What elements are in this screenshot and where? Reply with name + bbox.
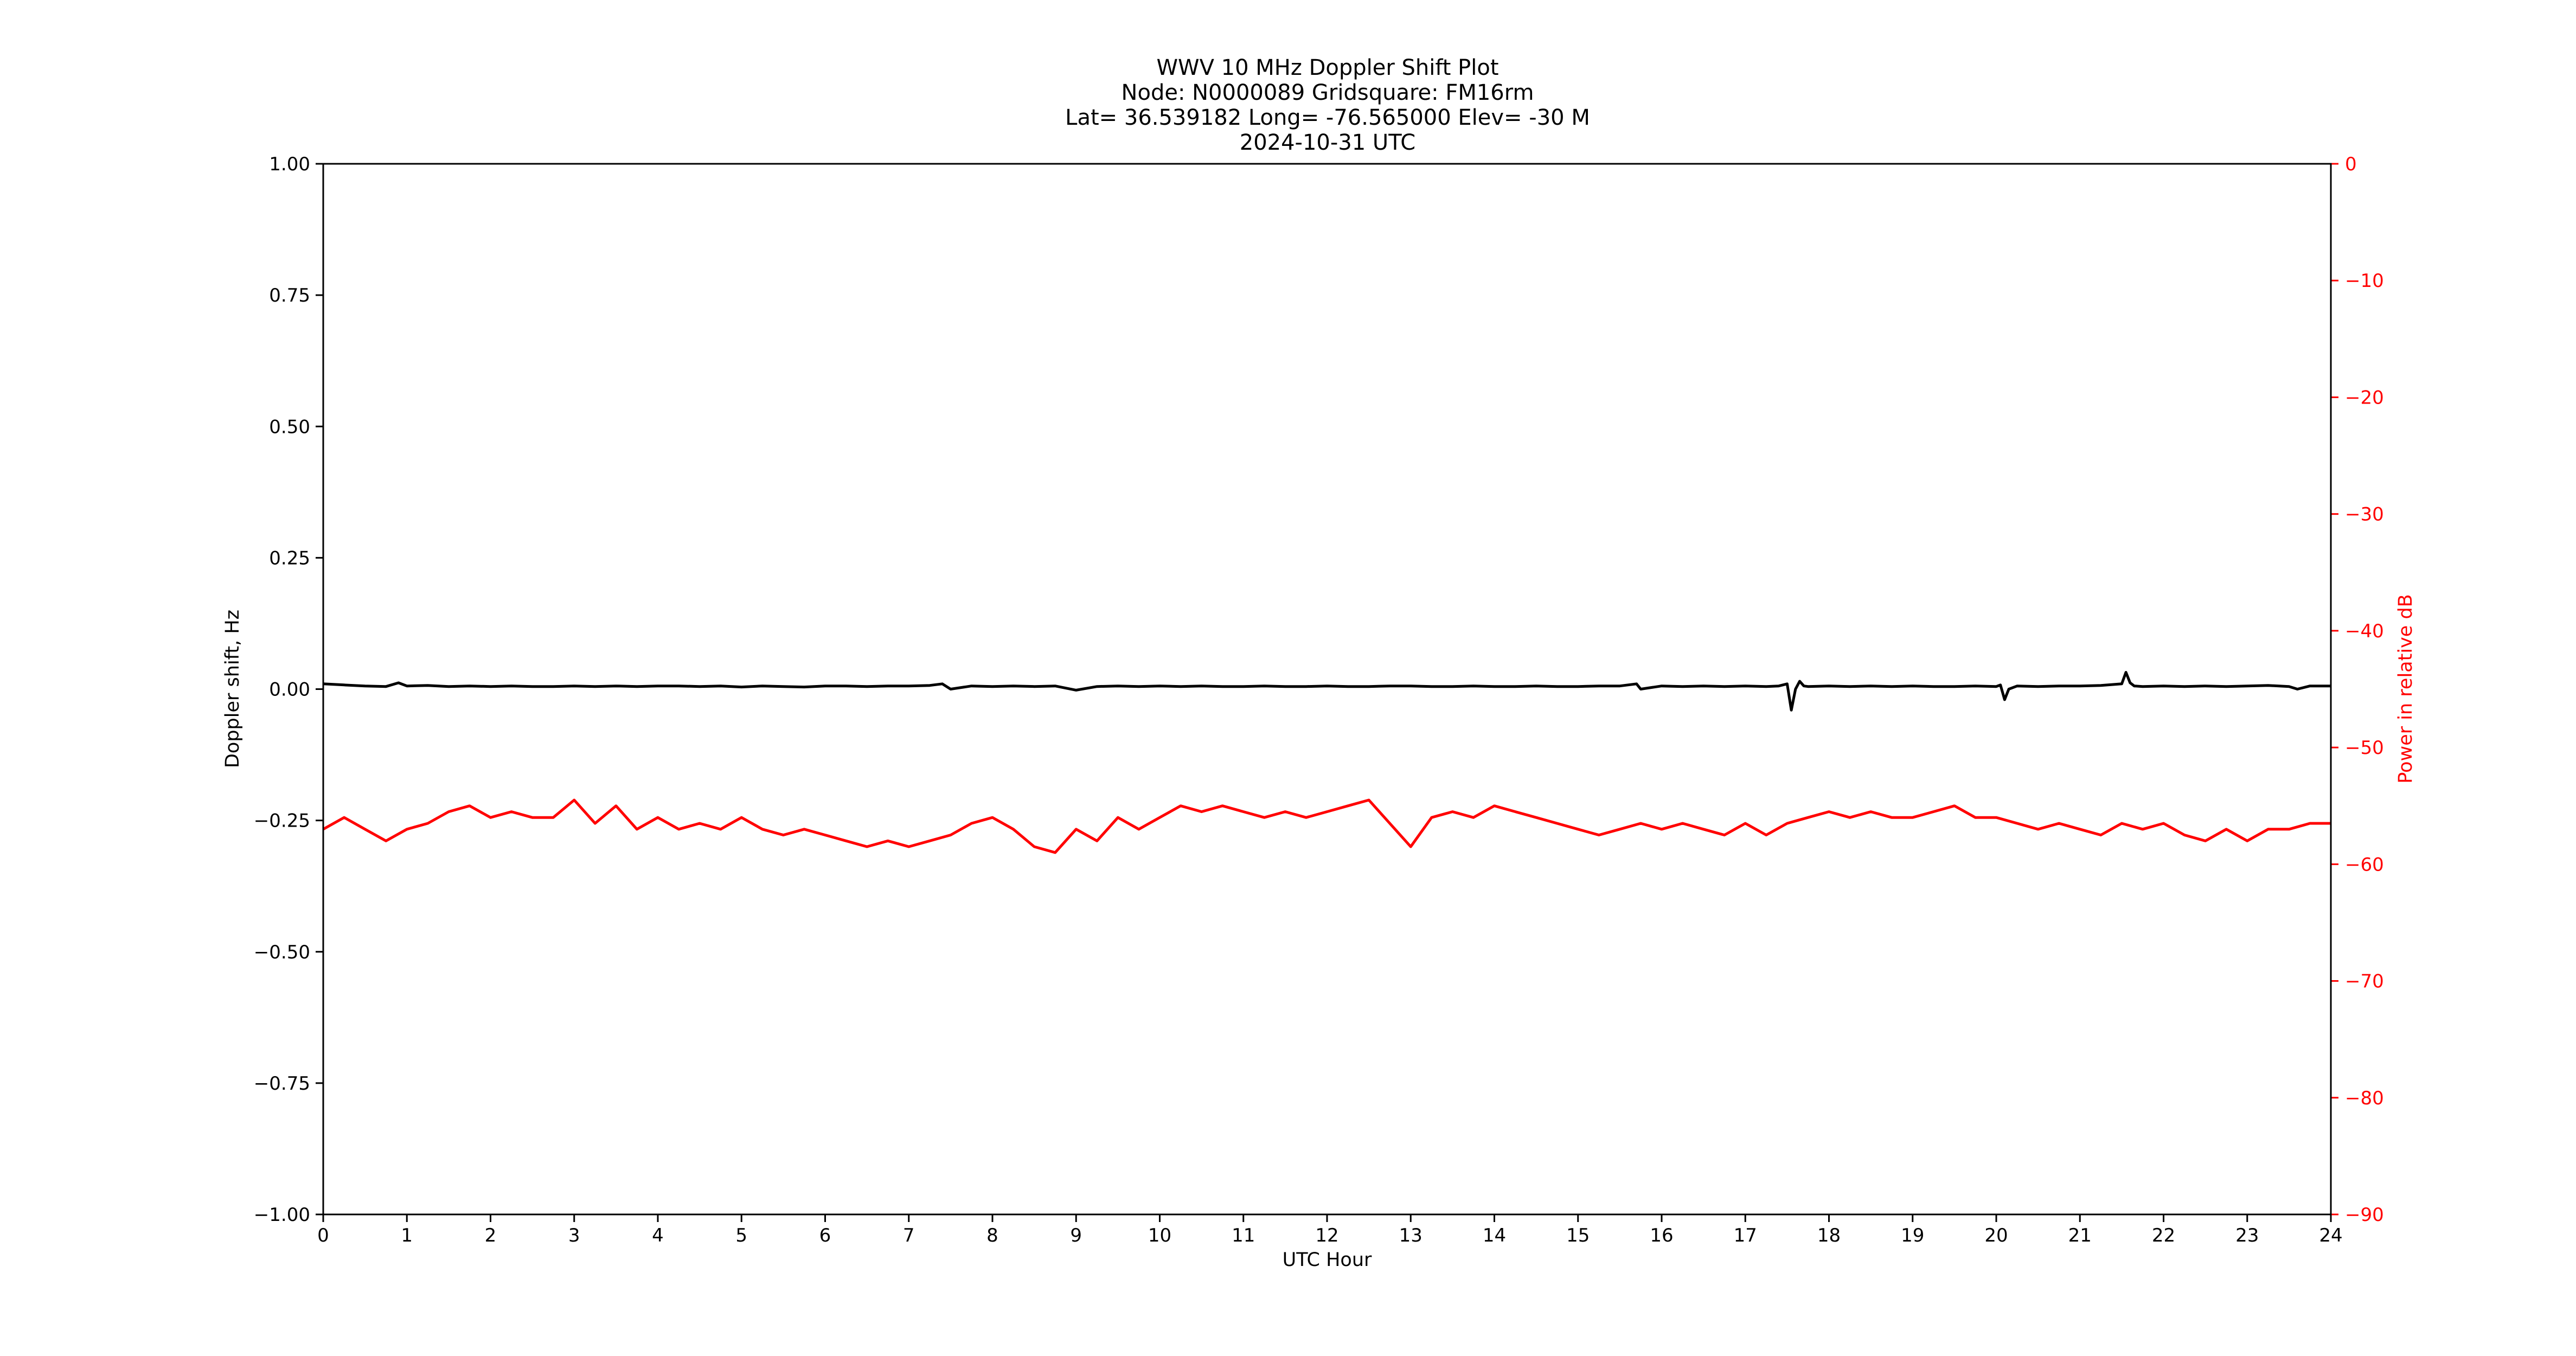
x-tick-label: 9 [1070, 1225, 1082, 1246]
y2-tick-label: −50 [2345, 737, 2384, 759]
y2-tick-label: −10 [2345, 270, 2384, 292]
y-axis-label: Doppler shift, Hz [222, 610, 243, 768]
x-tick-label: 23 [2235, 1225, 2259, 1246]
y-tick-label: 0.50 [269, 416, 310, 438]
doppler-series-line [323, 671, 2331, 712]
x-tick-label: 6 [819, 1225, 831, 1246]
x-tick-label: 11 [1232, 1225, 1255, 1246]
x-tick-label: 3 [568, 1225, 580, 1246]
y-tick-label: 0.25 [269, 547, 310, 569]
y-tick-label: −1.00 [254, 1204, 310, 1226]
x-tick-label: 14 [1483, 1225, 1506, 1246]
y2-axis-ticks: 0 −10 −20 −30 −40 −50 −60 −70 −80 −90 [2331, 153, 2384, 1226]
power-series-line [322, 798, 2331, 854]
plot-frame [322, 163, 2332, 1216]
x-tick-label: 0 [317, 1225, 329, 1246]
x-tick-label: 10 [1148, 1225, 1171, 1246]
y-tick-label: 1.00 [269, 153, 310, 175]
y2-tick-label: −70 [2345, 971, 2384, 993]
x-tick-label: 5 [735, 1225, 747, 1246]
chart-title: WWV 10 MHz Doppler Shift Plot Node: N000… [1065, 55, 1590, 155]
y2-tick-label: −60 [2345, 854, 2384, 875]
x-tick-label: 17 [1734, 1225, 1757, 1246]
x-tick-label: 2 [485, 1225, 497, 1246]
x-tick-label: 20 [1984, 1225, 2008, 1246]
y2-tick-label: 0 [2345, 153, 2357, 175]
y-tick-label: −0.25 [254, 810, 310, 832]
y-tick-label: 0.00 [269, 679, 310, 701]
x-tick-label: 24 [2319, 1225, 2342, 1246]
x-tick-label: 1 [401, 1225, 413, 1246]
x-axis-label: UTC Hour [1283, 1249, 1372, 1271]
x-tick-label: 22 [2152, 1225, 2175, 1246]
x-tick-label: 4 [652, 1225, 664, 1246]
y-tick-label: −0.50 [254, 942, 310, 963]
y2-axis-label: Power in relative dB [2395, 594, 2417, 783]
y2-tick-label: −90 [2345, 1204, 2384, 1226]
title-line-1: WWV 10 MHz Doppler Shift Plot [1156, 55, 1498, 80]
y-tick-label: −0.75 [254, 1073, 310, 1095]
x-tick-label: 7 [903, 1225, 915, 1246]
y2-tick-label: −40 [2345, 621, 2384, 642]
title-line-2: Node: N0000089 Gridsquare: FM16rm [1122, 80, 1534, 105]
y2-tick-label: −20 [2345, 387, 2384, 408]
x-tick-label: 12 [1315, 1225, 1338, 1246]
x-tick-label: 15 [1566, 1225, 1590, 1246]
x-tick-label: 16 [1650, 1225, 1673, 1246]
title-line-3: Lat= 36.539182 Long= -76.565000 Elev= -3… [1065, 105, 1590, 130]
y-axis-ticks: 1.00 0.75 0.50 0.25 0.00 −0.25 −0.50 −0.75 −1.00 [254, 153, 323, 1226]
x-tick-label: 18 [1817, 1225, 1841, 1246]
x-tick-label: 21 [2068, 1225, 2092, 1246]
y-tick-label: 0.75 [269, 285, 310, 306]
x-axis-ticks: 0 1 2 3 4 5 6 7 8 9 10 11 12 13 14 15 16 17 18 19 20 21 22 23 24 [317, 1214, 2343, 1246]
title-line-4: 2024-10-31 UTC [1240, 130, 1415, 155]
y2-tick-label: −30 [2345, 504, 2384, 526]
y2-tick-label: −80 [2345, 1088, 2384, 1109]
x-tick-label: 19 [1901, 1225, 1924, 1246]
x-tick-label: 8 [986, 1225, 998, 1246]
plot-lines [322, 671, 2331, 854]
x-tick-label: 13 [1399, 1225, 1422, 1246]
